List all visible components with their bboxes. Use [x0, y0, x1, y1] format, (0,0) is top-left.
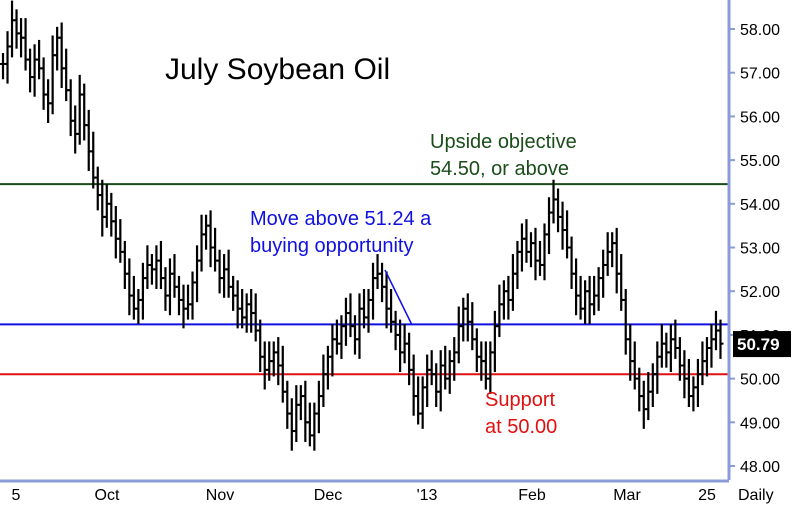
y-tick-label: 49.00 [740, 415, 780, 432]
chart-title: July Soybean Oil [165, 53, 390, 86]
y-tick-label: 54.00 [740, 197, 780, 214]
y-tick-label: 50.00 [740, 372, 780, 389]
last-price-tag: 50.79 [733, 331, 791, 358]
y-tick-label: 56.00 [740, 109, 780, 126]
y-axis: 58.0057.0056.0055.0054.0053.0052.0051.00… [729, 22, 780, 476]
y-tick-label: 52.00 [740, 284, 780, 301]
x-tick-label: '13 [417, 487, 438, 504]
support-note: Support at 50.00 [485, 389, 561, 438]
x-axis: 5 Oct Nov Dec '13 Feb Mar 25 [12, 487, 716, 504]
x-tick-label: Mar [613, 487, 641, 504]
y-tick-label: 48.00 [740, 459, 780, 476]
x-tick-label: 25 [698, 487, 716, 504]
last-price-box [733, 331, 791, 358]
support-line-2: at 50.00 [485, 416, 557, 438]
buying-opportunity-note: Move above 51.24 a buying opportunity [250, 208, 437, 257]
y-tick-label: 57.00 [740, 66, 780, 83]
y-tick-label: 55.00 [740, 153, 780, 170]
x-tick-label: 5 [12, 487, 21, 504]
upside-objective-note: Upside objective 54.50, or above [430, 131, 582, 180]
upside-objective-line-2: 54.50, or above [430, 158, 569, 180]
period-label: Daily [738, 487, 774, 504]
price-bar [717, 319, 724, 359]
buying-opportunity-line-2: buying opportunity [250, 235, 413, 257]
last-price-label: 50.79 [737, 335, 780, 354]
y-tick-label: 58.00 [740, 22, 780, 39]
x-tick-label: Nov [206, 487, 234, 504]
buying-opportunity-line-1: Move above 51.24 a [250, 208, 432, 230]
x-tick-label: Oct [95, 487, 120, 504]
upside-objective-line-1: Upside objective [430, 131, 577, 153]
y-tick-label: 53.00 [740, 241, 780, 258]
annotation-pointer [384, 269, 413, 326]
support-line-1: Support [485, 389, 555, 411]
x-tick-label: Dec [314, 487, 342, 504]
x-tick-label: Feb [518, 487, 546, 504]
price-bars [0, 0, 724, 451]
